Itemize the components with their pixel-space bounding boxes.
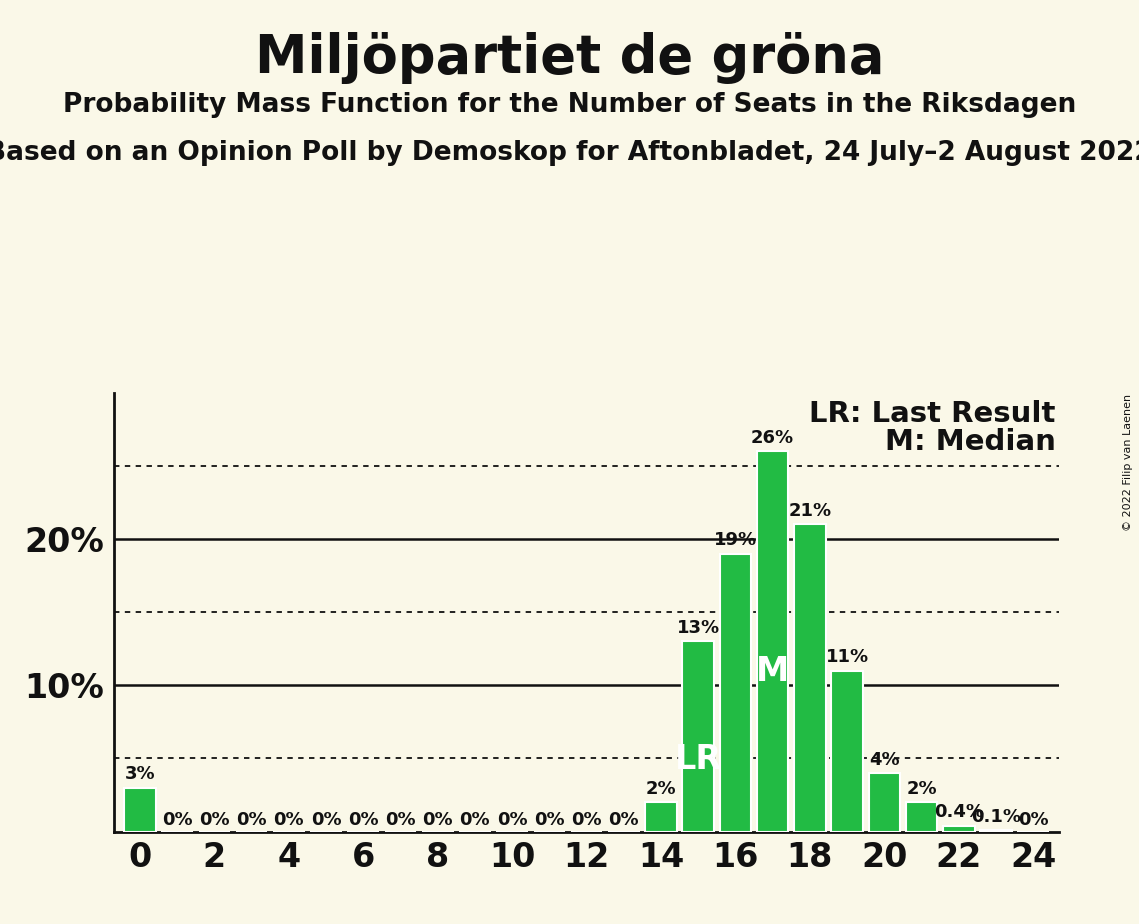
Bar [645, 802, 677, 832]
Text: 0%: 0% [572, 811, 601, 830]
Text: © 2022 Filip van Laenen: © 2022 Filip van Laenen [1123, 394, 1133, 530]
Text: 0%: 0% [236, 811, 267, 830]
Bar [906, 802, 937, 832]
Text: 0%: 0% [385, 811, 416, 830]
Bar [943, 826, 975, 832]
Text: LR: LR [674, 743, 722, 776]
Text: 26%: 26% [751, 429, 794, 447]
Text: 0%: 0% [162, 811, 192, 830]
Bar [756, 451, 788, 832]
Text: 11%: 11% [826, 649, 869, 666]
Text: 0%: 0% [273, 811, 304, 830]
Text: 0%: 0% [199, 811, 230, 830]
Bar [720, 553, 752, 832]
Bar [869, 773, 900, 832]
Text: 2%: 2% [646, 780, 677, 798]
Text: Probability Mass Function for the Number of Seats in the Riksdagen: Probability Mass Function for the Number… [63, 92, 1076, 118]
Bar [794, 525, 826, 832]
Text: Based on an Opinion Poll by Demoskop for Aftonbladet, 24 July–2 August 2022: Based on an Opinion Poll by Demoskop for… [0, 140, 1139, 166]
Text: 0%: 0% [311, 811, 342, 830]
Text: 0%: 0% [534, 811, 565, 830]
Text: 3%: 3% [124, 765, 155, 784]
Text: 0%: 0% [497, 811, 527, 830]
Text: 0.4%: 0.4% [934, 803, 984, 821]
Bar [124, 787, 156, 832]
Bar [682, 641, 714, 832]
Text: 0%: 0% [347, 811, 378, 830]
Text: LR: Last Result: LR: Last Result [809, 400, 1056, 428]
Text: 13%: 13% [677, 619, 720, 637]
Text: 0%: 0% [460, 811, 490, 830]
Text: Miljöpartiet de gröna: Miljöpartiet de gröna [255, 32, 884, 84]
Text: 2%: 2% [907, 780, 937, 798]
Text: 19%: 19% [714, 531, 757, 549]
Bar [981, 830, 1011, 832]
Text: 4%: 4% [869, 750, 900, 769]
Text: 0%: 0% [1018, 811, 1049, 830]
Text: 0%: 0% [423, 811, 453, 830]
Bar [831, 671, 863, 832]
Text: M: Median: M: Median [885, 428, 1056, 456]
Text: 0%: 0% [608, 811, 639, 830]
Text: 0.1%: 0.1% [970, 808, 1021, 826]
Text: 21%: 21% [788, 502, 831, 520]
Text: M: M [756, 655, 789, 688]
